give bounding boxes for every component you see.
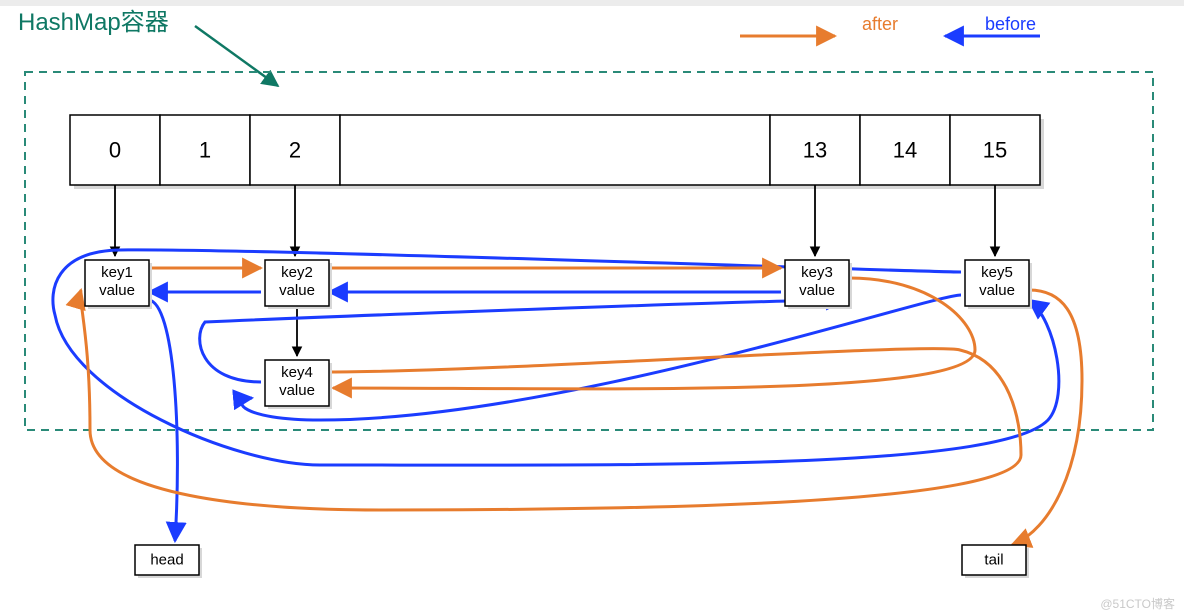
node-label-key1-1: value [99,282,135,299]
before-link-3 [242,295,961,420]
legend-before: before [945,14,1040,36]
bucket-label-1: 1 [199,138,211,163]
node-label-key3-0: key3 [801,264,833,281]
diagram-title: HashMap容器 [18,9,169,36]
bucket-label-5: 14 [893,138,917,163]
node-label-key2-1: value [279,282,315,299]
bucket-3 [340,115,770,185]
bucket-label-0: 0 [109,138,121,163]
watermark: @51CTO博客 [1100,596,1175,611]
node-label-key2-0: key2 [281,264,313,281]
node-label-key3-1: value [799,282,835,299]
node-label-key4-0: key4 [281,364,313,381]
node-label-tail: tail [984,552,1003,569]
bucket-label-4: 13 [803,138,827,163]
svg-text:before: before [985,14,1036,34]
after-link-3 [81,290,1021,510]
top-strip [0,0,1184,6]
node-label-key5-1: value [979,282,1015,299]
bucket-array: 012131415 [70,115,1044,189]
after-links [81,268,1082,545]
node-label-head: head [150,552,183,569]
title-pointer [195,26,278,86]
node-label-key5-0: key5 [981,264,1013,281]
svg-text:after: after [862,14,898,34]
bucket-label-2: 2 [289,138,301,163]
legend-after: after [740,14,898,36]
node-label-key1-0: key1 [101,264,133,281]
bucket-label-6: 15 [983,138,1007,163]
node-label-key4-1: value [279,382,315,399]
